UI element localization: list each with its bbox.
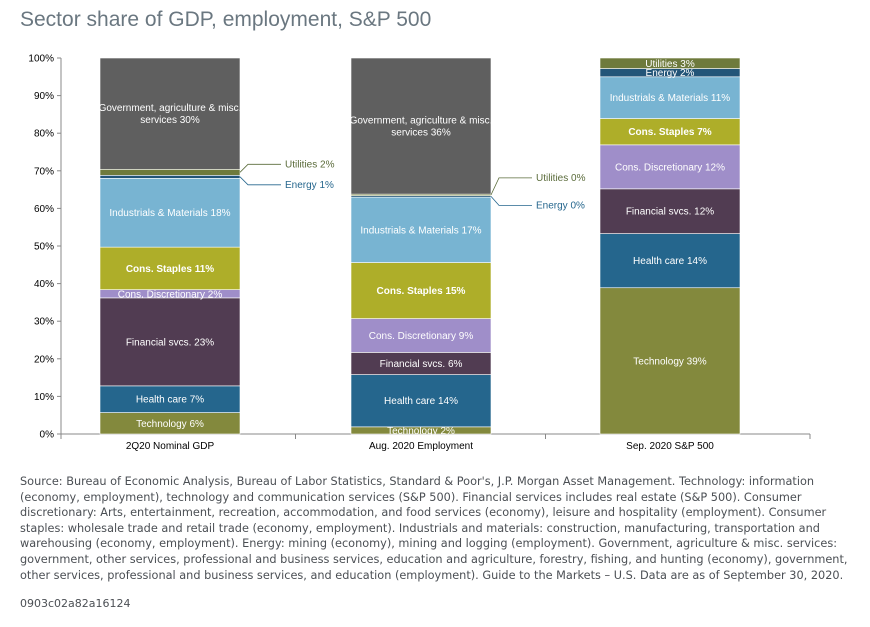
bar-segment-cons-staples — [599, 118, 741, 146]
data-label-technology: Technology 39% — [633, 356, 706, 367]
data-label-technology: Technology 2% — [387, 426, 455, 437]
data-label-energy: Energy 2% — [646, 68, 695, 79]
bar-segment-energy — [99, 175, 241, 179]
y-tick-label: 20% — [34, 354, 54, 365]
bar-segment-government-agriculture-misc-services — [350, 57, 492, 195]
chart-title: Sector share of GDP, employment, S&P 500 — [20, 8, 432, 31]
bar-segment-cons-discretionary — [599, 144, 741, 190]
stacked-bar-chart: 0% 10% 20% 30% 40% 50% 60% 70% 80% 90% 100% 2Q20 No… — [28, 54, 811, 452]
data-label-cons-discretionary: Cons. Discretionary 2% — [118, 289, 223, 300]
bar-segment-technology — [599, 287, 741, 435]
y-tick-label: 70% — [34, 166, 54, 177]
callout-label-energy: Energy 1% — [285, 180, 334, 191]
callout-label-utilities: Utilities 0% — [536, 173, 586, 184]
data-label-cons-discretionary: Cons. Discretionary 12% — [615, 162, 725, 173]
y-tick-label: 40% — [34, 279, 54, 290]
callout-leader-line — [490, 196, 532, 206]
callout-leader-line — [239, 176, 281, 186]
x-category-label: Sep. 2020 S&P 500 — [626, 441, 714, 452]
y-tick-label: 60% — [34, 204, 54, 215]
y-tick-label: 80% — [34, 129, 54, 140]
y-tick-label: 50% — [34, 242, 54, 253]
callout-leader-line — [490, 177, 532, 196]
y-tick-label: 0% — [40, 430, 55, 441]
y-tick-label: 100% — [28, 54, 54, 65]
bar-segment-health-care — [99, 385, 241, 413]
bar-segment-government-agriculture-misc-services — [99, 57, 241, 170]
data-label-industrials-materials: Industrials & Materials 17% — [360, 225, 481, 236]
data-label-health-care: Health care 7% — [136, 395, 204, 406]
data-label-government-agriculture-misc-services: Government, agriculture & misc. services … — [99, 103, 242, 126]
data-label-utilities: Utilities 3% — [645, 59, 695, 70]
data-label-technology: Technology 6% — [136, 419, 204, 430]
bar-segment-financial-svcs — [99, 297, 241, 387]
x-category-label: 2Q20 Nominal GDP — [126, 441, 215, 452]
bar-segment-cons-staples — [99, 246, 241, 290]
data-label-cons-discretionary: Cons. Discretionary 9% — [369, 331, 474, 342]
bar-segment-health-care — [350, 374, 492, 428]
data-label-government-agriculture-misc-services: Government, agriculture & misc. services … — [350, 116, 493, 139]
data-label-cons-staples: Cons. Staples 11% — [126, 264, 214, 275]
data-label-financial-svcs: Financial svcs. 6% — [380, 359, 463, 370]
bar-segment-utilities — [599, 57, 741, 69]
source-note: Source: Bureau of Economic Analysis, Bur… — [20, 475, 848, 582]
bar-segment-cons-discretionary — [350, 318, 492, 353]
callout-label-energy: Energy 0% — [536, 200, 585, 211]
y-tick-label: 30% — [34, 317, 54, 328]
y-tick-label: 10% — [34, 392, 54, 403]
data-label-industrials-materials: Industrials & Materials 11% — [610, 93, 731, 104]
bar-segment-cons-staples — [350, 262, 492, 319]
y-tick-label: 90% — [34, 91, 54, 102]
data-label-financial-svcs: Financial svcs. 12% — [626, 207, 714, 218]
bar-segment-industrials-materials — [599, 76, 741, 119]
data-label-health-care: Health care 14% — [633, 256, 707, 267]
bar-segment-utilities — [99, 168, 241, 176]
data-label-industrials-materials: Industrials & Materials 18% — [109, 208, 230, 219]
callout-label-utilities: Utilities 2% — [285, 159, 335, 170]
data-label-financial-svcs: Financial svcs. 23% — [126, 337, 214, 348]
x-category-label: Aug. 2020 Employment — [369, 441, 473, 452]
bar-segment-industrials-materials — [99, 178, 241, 248]
callout-leader-line — [239, 163, 281, 173]
data-label-cons-staples: Cons. Staples 15% — [377, 286, 466, 297]
bar-segment-health-care — [599, 233, 741, 289]
bar-segment-industrials-materials — [350, 196, 492, 263]
data-label-cons-staples: Cons. Staples 7% — [628, 127, 711, 138]
document-code: 0903c02a82a16124 — [20, 597, 131, 610]
bar-segment-financial-svcs — [599, 188, 741, 234]
data-label-health-care: Health care 14% — [384, 396, 458, 407]
